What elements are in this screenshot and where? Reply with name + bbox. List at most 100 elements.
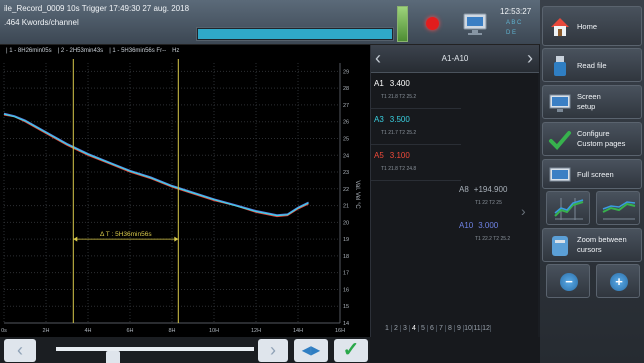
clock-time: 12:53:27	[500, 7, 532, 16]
y-tick-label: 17	[343, 271, 349, 277]
screen-icon	[549, 94, 571, 112]
trend-line-icon	[554, 198, 584, 220]
page-number[interactable]: 1	[383, 325, 392, 332]
screen-setup-label: Screen setup	[577, 92, 601, 112]
series-line	[3, 114, 309, 218]
channel-row[interactable]: A3 3.500 T1 21.7 T2 25.2	[371, 111, 461, 145]
x-tick-label: 6H	[126, 328, 133, 334]
y-tick-label: 23	[343, 170, 349, 176]
x-tick-label: 12H	[251, 328, 261, 334]
channel-row[interactable]: A5 3.100 T1 21.8 T2 24.8	[371, 147, 461, 181]
page-number[interactable]: 7	[437, 325, 446, 332]
delta-t-label: Δ T : 5H36min56s	[100, 231, 152, 238]
y-tick-label: 18	[343, 254, 349, 260]
overlay-line-icon	[602, 201, 636, 220]
confirm-button[interactable]: ✓	[334, 339, 368, 362]
channel-value: A10 3.000	[459, 221, 498, 230]
page-number[interactable]: 3	[401, 325, 410, 332]
trend-chart[interactable]: 0s 2H 4H 6H 8H 10H 12H 14H 16H 29 28 27 26 25 24 23 22 21…	[0, 45, 370, 337]
series-line	[3, 112, 309, 216]
channel-value: A5 3.100	[374, 151, 410, 160]
series-line	[3, 113, 309, 217]
zoom-out-button[interactable]: −	[546, 264, 590, 298]
next-group-chevron-icon[interactable]: ›	[527, 48, 533, 68]
configure-custom-pages-button[interactable]: Configure Custom pages	[542, 122, 642, 156]
home-icon	[551, 18, 569, 36]
page-number[interactable]: 10	[464, 325, 473, 332]
y-tick-label: 29	[343, 69, 349, 75]
channel-cursor-values: T1 21.7 T2 25.2	[381, 130, 417, 136]
scroll-right-button[interactable]: ›	[258, 339, 288, 362]
channel-group-header: ‹ A1-A10 ›	[371, 45, 539, 73]
full-screen-label: Full screen	[577, 170, 614, 179]
clock-display: 12:53:27 A B C D E	[500, 6, 540, 42]
trend-view-button[interactable]	[546, 191, 590, 225]
home-button[interactable]: Home	[542, 6, 642, 46]
checkmark-icon	[549, 131, 571, 150]
record-progress-bar	[196, 27, 394, 41]
zoom-label-line: Zoom between	[577, 235, 627, 244]
channel-row[interactable]: A8 +194.900 T1 22 T2 25	[457, 183, 537, 221]
zoom-in-button[interactable]: +	[596, 264, 640, 298]
record-button[interactable]	[417, 7, 449, 39]
delta-t-arrow-icon	[174, 236, 179, 242]
page-number[interactable]: 6	[428, 325, 437, 332]
prev-group-chevron-icon[interactable]: ‹	[375, 48, 381, 68]
read-file-button[interactable]: Read file	[542, 48, 642, 82]
full-screen-button[interactable]: Full screen	[542, 159, 642, 189]
channel-row[interactable]: A10 3.000 T1 22.2 T2 25.2	[457, 219, 537, 257]
channel-cursor-values: T1 21.8 T2 25.2	[381, 94, 417, 100]
x-tick-label: 14H	[293, 328, 303, 334]
chart-cursor-header: | 1 - 8H26min05s | 2 - 2H53min43s | 1 - 5H…	[0, 48, 330, 58]
zoom-label-line: cursors	[577, 245, 602, 254]
y-tick-label: 15	[343, 304, 349, 310]
bottom-navigation: ‹ › ◀▶ ✓	[0, 337, 370, 363]
channel-name: A10	[459, 221, 474, 230]
x-tick-label: 10H	[209, 328, 219, 334]
zoom-label: Zoom between cursors	[577, 235, 627, 255]
channel-cursor-values: T1 22 T2 25	[475, 200, 502, 206]
zoom-cursor-icon	[552, 236, 568, 256]
x-tick-label: 16H	[335, 328, 345, 334]
zoom-arrows-button[interactable]: ◀▶	[294, 339, 328, 362]
page-number[interactable]: 5	[419, 325, 428, 332]
page-number[interactable]: 12	[482, 325, 491, 332]
read-file-label: Read file	[577, 61, 607, 70]
screen-setup-button[interactable]: Screen setup	[542, 85, 642, 119]
scrollbar-thumb[interactable]	[106, 351, 120, 363]
x-tick-label: 2H	[42, 328, 49, 334]
y-tick-label: 25	[343, 136, 349, 142]
clock-status-line: D E	[506, 30, 517, 36]
time-scrollbar[interactable]	[56, 347, 254, 363]
side-menu: Home Read file Screen setup Configure Cu…	[540, 0, 644, 363]
chart-panel[interactable]: 0s 2H 4H 6H 8H 10H 12H 14H 16H 29 28 27 26 25 24 23 22 21…	[0, 45, 370, 337]
overlay-view-button[interactable]	[596, 191, 640, 225]
expand-chevron-icon[interactable]: ›	[521, 203, 526, 219]
monitor-button[interactable]	[457, 8, 495, 40]
y-axis-label: Val. Vel °C	[354, 180, 360, 209]
channel-name: A5	[374, 151, 384, 160]
zoom-between-cursors-button[interactable]: Zoom between cursors	[542, 228, 642, 262]
chart-header-item: | 1 - 5H36min56s Fr--	[109, 48, 167, 54]
record-header-bar: ile_Record_0009 10s Trigger 17:49:30 27 …	[0, 0, 540, 45]
channel-cursor-values: T1 21.8 T2 24.8	[381, 166, 417, 172]
page-number[interactable]: 8	[446, 325, 455, 332]
page-number[interactable]: 9	[455, 325, 464, 332]
page-number[interactable]: 2	[392, 325, 401, 332]
configure-label-line: Custom pages	[577, 139, 626, 148]
channel-name: A3	[374, 115, 384, 124]
channel-reading: 3.400	[389, 79, 410, 88]
record-subtitle: .464 Kwords/channel	[4, 18, 79, 27]
home-label: Home	[577, 22, 598, 31]
channel-row[interactable]: A1 3.400 T1 21.8 T2 25.2	[371, 75, 461, 109]
page-number[interactable]: 11	[473, 325, 482, 332]
chart-header-item: | 1 - 8H26min05s	[6, 48, 52, 54]
page-number[interactable]: 4	[410, 325, 419, 332]
configure-label: Configure Custom pages	[577, 129, 625, 149]
scroll-left-button[interactable]: ‹	[4, 339, 36, 362]
monitor-icon	[463, 13, 487, 35]
usb-drive-icon	[554, 56, 566, 76]
page-selector[interactable]: 1 2 3 4 5 6 7 8 9 101112	[383, 325, 491, 337]
channel-value: A3 3.500	[374, 115, 410, 124]
channel-value: A1 3.400	[374, 79, 410, 88]
